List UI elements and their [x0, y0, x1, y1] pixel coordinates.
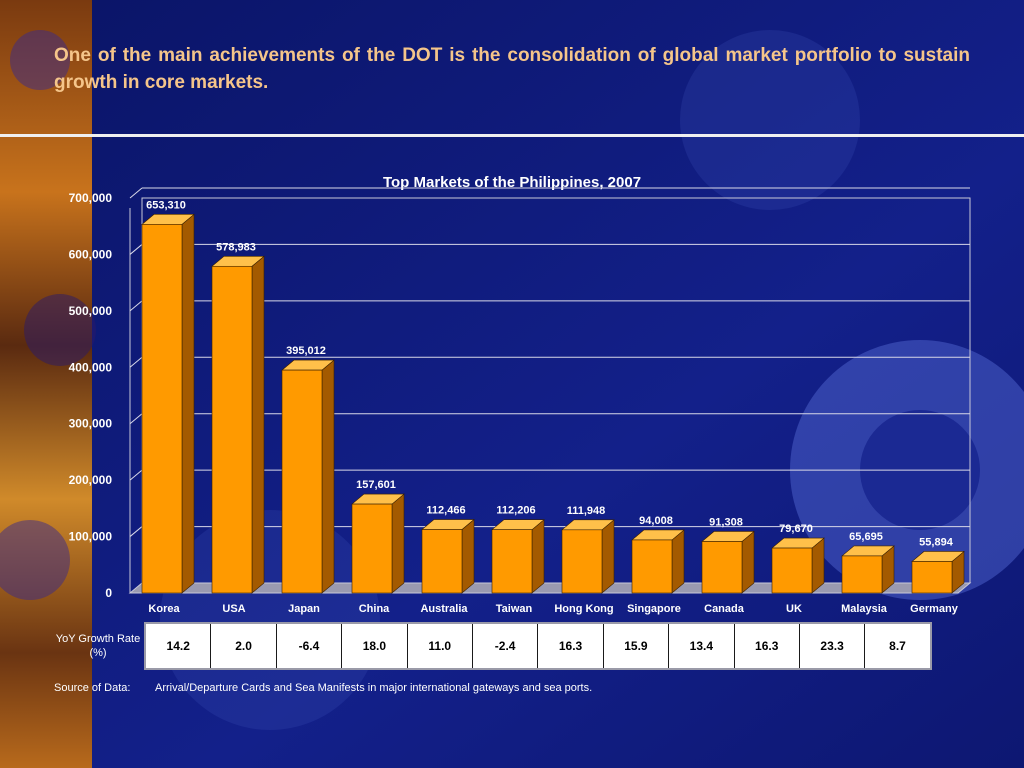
bar-germany — [911, 550, 965, 594]
chart-title: Top Markets of the Philippines, 2007 — [383, 174, 641, 191]
plot-area — [141, 197, 971, 584]
bar-usa — [211, 255, 265, 594]
bar-china — [351, 493, 405, 594]
bar-value-label: 55,894 — [919, 536, 954, 548]
bar-side — [601, 519, 615, 594]
bar-canada — [701, 530, 755, 594]
x-tick-label: USA — [222, 603, 245, 615]
gridline-depth — [129, 187, 143, 199]
y-tick-label: 700,000 — [69, 191, 113, 205]
bar-side — [741, 530, 755, 594]
bar-value-label: 112,466 — [426, 505, 465, 517]
bar-front — [281, 369, 323, 594]
y-tick-label: 200,000 — [69, 473, 113, 487]
growth-rate-cell: 13.4 — [668, 622, 735, 670]
x-tick-label: China — [359, 603, 390, 615]
growth-rate-cell: 15.9 — [602, 622, 670, 670]
bar-front — [211, 265, 253, 594]
bar-australia — [421, 518, 475, 594]
bar-value-label: 79,670 — [779, 523, 813, 535]
growth-rate-cell: 8.7 — [864, 622, 932, 670]
bar-front — [421, 529, 463, 594]
growth-rate-cell: 16.3 — [733, 622, 800, 670]
source-text: Arrival/Departure Cards and Sea Manifest… — [155, 682, 593, 694]
heading-divider — [0, 134, 1024, 137]
x-tick-label: Korea — [148, 603, 180, 615]
bar-singapore — [631, 529, 685, 594]
y-tick-label: 500,000 — [69, 304, 113, 318]
growth-rate-cell: 2.0 — [210, 622, 277, 670]
gridline-depth — [129, 413, 143, 425]
bar-taiwan — [491, 519, 545, 594]
y-tick-label: 0 — [105, 586, 112, 600]
bar-japan — [281, 359, 335, 594]
bar-front — [701, 541, 743, 594]
bar-value-label: 578,983 — [216, 241, 256, 253]
growth-rate-cell: -2.4 — [471, 622, 539, 670]
x-tick-label: Hong Kong — [554, 603, 613, 615]
bar-front — [911, 561, 953, 594]
bar-value-label: 157,601 — [356, 479, 396, 491]
bar-side — [671, 529, 685, 594]
gridline-depth — [129, 469, 143, 481]
bar-value-label: 94,008 — [639, 515, 673, 527]
source-note: Source of Data: Arrival/Departure Cards a… — [54, 682, 592, 694]
bar-front — [351, 503, 393, 594]
bar-side — [461, 518, 475, 594]
source-label: Source of Data: — [54, 682, 131, 694]
gridline-depth — [129, 244, 143, 255]
x-tick-label: UK — [786, 603, 802, 615]
x-tick-label: Canada — [704, 603, 745, 615]
bar-value-label: 395,012 — [286, 345, 326, 357]
bar-malaysia — [841, 545, 895, 594]
gear-decoration-top — [680, 30, 860, 210]
bar-value-label: 653,310 — [146, 199, 186, 211]
bar-side — [251, 255, 265, 594]
bar-side — [391, 493, 405, 594]
x-tick-label: Malaysia — [841, 603, 888, 615]
bar-value-label: 65,695 — [849, 531, 883, 543]
chart-floor — [128, 582, 972, 594]
bar-side — [181, 213, 195, 594]
bar-value-label: 112,206 — [496, 505, 535, 517]
y-tick-label: 400,000 — [69, 360, 113, 374]
bar-side — [531, 519, 545, 594]
growth-rate-cell: 18.0 — [341, 622, 408, 670]
growth-rate-cell: 14.2 — [144, 622, 212, 670]
growth-rate-table: 14.2 2.0 -6.4 18.0 11.0 -2.4 16.3 15.9 13.4 16.3 2… — [144, 622, 932, 670]
x-tick-label: Japan — [288, 603, 320, 615]
bar-uk — [771, 537, 825, 594]
bar-front — [141, 224, 183, 594]
growth-rate-cell: -6.4 — [275, 622, 343, 670]
growth-rate-label: YoY Growth Rate (%) — [55, 633, 141, 659]
y-tick-label: 300,000 — [69, 417, 113, 431]
growth-rate-cell: 23.3 — [798, 622, 866, 670]
bar-front — [491, 529, 533, 594]
bar-front — [771, 547, 813, 594]
bar-korea — [141, 213, 195, 594]
x-tick-label: Germany — [910, 603, 959, 615]
growth-rate-cell: 11.0 — [406, 622, 473, 670]
growth-rate-row: 14.2 2.0 -6.4 18.0 11.0 -2.4 16.3 15.9 13.4 16.3 2… — [144, 622, 932, 670]
y-tick-label: 600,000 — [69, 247, 113, 261]
gridline-depth — [129, 356, 143, 368]
bar-value-label: 91,308 — [709, 516, 743, 528]
bar-value-label: 111,948 — [567, 505, 606, 517]
x-tick-label: Taiwan — [496, 603, 533, 615]
gridline-depth — [129, 526, 143, 537]
slide-heading: One of the main achievements of the DOT … — [54, 45, 970, 93]
y-tick-label: 100,000 — [69, 530, 113, 544]
gridline-depth — [129, 300, 143, 312]
bar-front — [561, 529, 603, 594]
bar-front — [841, 555, 883, 594]
growth-rate-cell: 16.3 — [537, 622, 604, 670]
bar-hong-kong — [561, 519, 615, 594]
x-tick-label: Australia — [420, 603, 468, 615]
decorative-strip — [0, 0, 92, 768]
bar-front — [631, 539, 673, 594]
bar-side — [321, 359, 335, 594]
x-tick-label: Singapore — [627, 603, 681, 615]
